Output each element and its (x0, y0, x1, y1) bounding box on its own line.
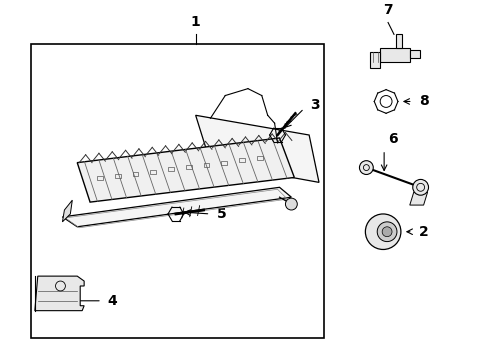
Text: 7: 7 (383, 3, 392, 17)
Text: 1: 1 (190, 15, 200, 30)
Circle shape (365, 214, 400, 249)
Polygon shape (409, 50, 419, 58)
Bar (132, 172, 138, 176)
Polygon shape (35, 276, 84, 311)
Polygon shape (379, 48, 409, 62)
Text: 3: 3 (309, 98, 319, 112)
Bar (168, 167, 174, 171)
Circle shape (412, 179, 427, 195)
Polygon shape (77, 138, 294, 202)
Bar (115, 174, 121, 178)
Polygon shape (62, 200, 72, 222)
Circle shape (376, 222, 396, 242)
Polygon shape (395, 34, 401, 48)
Text: 8: 8 (418, 94, 427, 108)
Circle shape (359, 161, 372, 175)
Text: 4: 4 (108, 294, 117, 308)
Polygon shape (195, 115, 318, 183)
Polygon shape (62, 187, 291, 227)
Circle shape (285, 198, 297, 210)
Bar (185, 165, 191, 169)
Polygon shape (409, 192, 427, 205)
Bar (239, 158, 244, 162)
Bar (150, 170, 156, 174)
Bar (221, 161, 227, 165)
Text: 5: 5 (216, 207, 225, 221)
Bar (31, 44, 323, 338)
Text: 2: 2 (418, 225, 427, 239)
Text: 6: 6 (387, 132, 397, 146)
Circle shape (382, 227, 391, 237)
Bar (256, 156, 262, 160)
Bar (203, 163, 209, 167)
Bar (97, 176, 102, 180)
Polygon shape (369, 52, 379, 68)
